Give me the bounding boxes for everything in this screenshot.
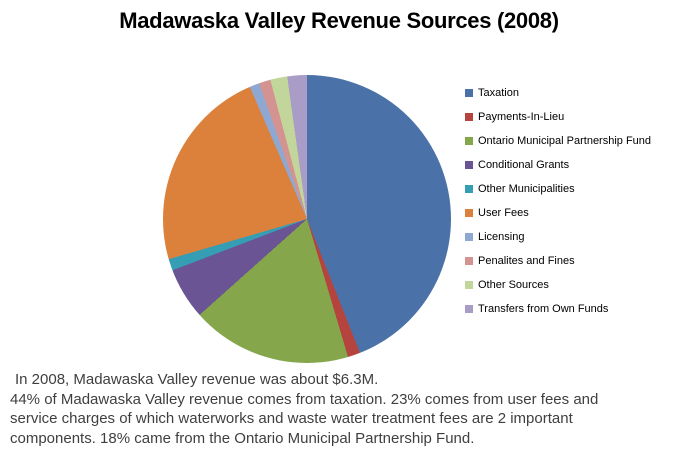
legend-item: Taxation bbox=[465, 87, 651, 100]
legend-label: Licensing bbox=[478, 231, 525, 243]
description-line: service charges of which waterworks and … bbox=[10, 410, 573, 427]
legend-label: User Fees bbox=[478, 207, 529, 219]
legend-label: Other Municipalities bbox=[478, 183, 575, 195]
legend-item: Payments-In-Lieu bbox=[465, 111, 651, 124]
legend-label: Conditional Grants bbox=[478, 159, 570, 171]
chart-title: Madawaska Valley Revenue Sources (2008) bbox=[119, 8, 559, 33]
legend-color-swatch bbox=[465, 281, 473, 289]
legend-item: Transfers from Own Funds bbox=[465, 303, 651, 316]
legend-color-swatch bbox=[465, 257, 473, 265]
legend-color-swatch bbox=[465, 89, 473, 97]
legend-item: Conditional Grants bbox=[465, 159, 651, 172]
legend-label: Payments-In-Lieu bbox=[478, 111, 565, 123]
legend-label: Transfers from Own Funds bbox=[478, 303, 609, 315]
chart-description: In 2008, Madawaska Valley revenue was ab… bbox=[10, 370, 598, 448]
legend-label: Other Sources bbox=[478, 279, 549, 291]
legend-label: Ontario Municipal Partnership Fund bbox=[478, 135, 652, 147]
legend-item: Ontario Municipal Partnership Fund bbox=[465, 135, 651, 148]
legend-item: Licensing bbox=[465, 231, 651, 244]
legend-item: Other Municipalities bbox=[465, 183, 651, 196]
legend-label: Penalites and Fines bbox=[478, 255, 575, 267]
legend-item: Other Sources bbox=[465, 279, 651, 292]
legend-color-swatch bbox=[465, 305, 473, 313]
legend-item: User Fees bbox=[465, 207, 651, 220]
description-line: components. 18% came from the Ontario Mu… bbox=[10, 429, 475, 447]
legend-color-swatch bbox=[465, 233, 473, 241]
legend-color-swatch bbox=[465, 161, 473, 169]
legend: Taxation Payments-In-Lieu Ontario Municipa… bbox=[465, 87, 651, 327]
legend-label: Taxation bbox=[478, 87, 519, 99]
description-line: In 2008, Madawaska Valley revenue was ab… bbox=[15, 371, 379, 388]
legend-color-swatch bbox=[465, 185, 473, 193]
legend-color-swatch bbox=[465, 209, 473, 217]
legend-color-swatch bbox=[465, 113, 473, 121]
pie-chart bbox=[163, 75, 451, 363]
legend-color-swatch bbox=[465, 137, 473, 145]
legend-item: Penalites and Fines bbox=[465, 255, 651, 268]
description-line: 44% of Madawaska Valley revenue comes fr… bbox=[10, 390, 599, 408]
